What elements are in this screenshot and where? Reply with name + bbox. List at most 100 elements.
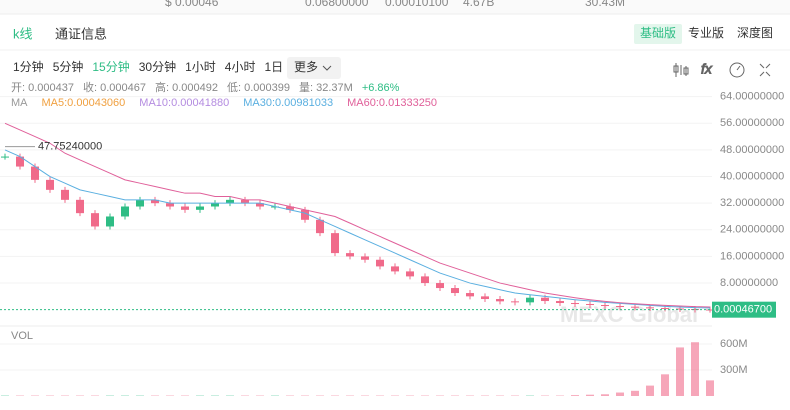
- tab[interactable]: k线: [13, 26, 33, 41]
- volume-bar: [571, 395, 579, 396]
- candle-body: [481, 296, 489, 300]
- candle-body: [316, 219, 324, 234]
- candle-body: [211, 203, 219, 207]
- volume-bar: [616, 392, 624, 396]
- candle-body: [106, 216, 114, 227]
- volume-bar: [586, 394, 594, 396]
- volume-bar: [691, 342, 699, 396]
- view-toggle[interactable]: 基础版: [640, 26, 676, 40]
- y-tick-label: 56.00000000: [720, 117, 784, 129]
- y-tick-label: 48.00000000: [720, 144, 784, 156]
- last-price-box: [712, 301, 776, 318]
- candle-body: [391, 266, 399, 272]
- toolbar-icons[interactable]: fx: [673, 60, 771, 78]
- candle-body: [586, 304, 594, 306]
- candle-body: [571, 303, 579, 305]
- candle-body: [526, 297, 534, 303]
- candle-body: [1, 156, 9, 158]
- interval-button[interactable]: 1日: [264, 60, 283, 74]
- y-tick-label: 32.00000000: [720, 197, 784, 209]
- candle-body: [136, 199, 144, 207]
- ohlc-info: 高: 0.000492: [155, 80, 218, 94]
- candle-body: [256, 203, 264, 207]
- market-stat: 0.00010100: [385, 0, 449, 9]
- candle-body: [331, 233, 339, 254]
- market-stat: 30.43M: [585, 0, 625, 9]
- candle-body: [226, 199, 234, 204]
- view-toggle[interactable]: 专业版: [688, 25, 724, 40]
- market-stat: 0.06800000: [305, 0, 369, 9]
- ohlc-info: 收: 0.000467: [83, 80, 146, 94]
- volume-bar: [676, 347, 684, 396]
- candle-body: [541, 297, 549, 302]
- more-button-label[interactable]: 更多: [294, 60, 318, 74]
- market-stat: $ 0.00046: [165, 0, 219, 9]
- candle-body: [421, 276, 429, 284]
- ma-line: [4, 149, 711, 309]
- candle-body: [691, 309, 699, 311]
- ohlc-info: 量: 32.37M: [299, 81, 353, 94]
- candle-body: [406, 271, 414, 277]
- candle-body: [511, 301, 519, 303]
- candle-body: [376, 259, 384, 267]
- interval-button[interactable]: 15分钟: [92, 59, 129, 74]
- interval-button[interactable]: 1小时: [185, 60, 216, 74]
- candle-body: [181, 206, 189, 210]
- candle-body: [241, 199, 249, 204]
- candle-body: [121, 206, 129, 217]
- max-annotation: 47.75240000: [38, 140, 102, 152]
- svg-text:fx: fx: [701, 61, 713, 77]
- ma-legend: MA5:0.00043060: [42, 97, 126, 109]
- view-toggle[interactable]: 深度图: [737, 25, 773, 40]
- candle-body: [61, 189, 69, 200]
- interval-button[interactable]: 1分钟: [13, 59, 44, 74]
- ma-legend: MA10:0.00041880: [139, 97, 229, 109]
- ma-legend: MA60:0.01333250: [347, 97, 437, 109]
- volume-bar: [601, 394, 609, 396]
- interval-button[interactable]: 5分钟: [53, 59, 84, 74]
- candle-body: [91, 213, 99, 227]
- candle-body: [616, 306, 624, 308]
- ohlc-info: 低: 0.000399: [227, 81, 290, 94]
- candle-body: [46, 179, 54, 190]
- candle-body: [466, 293, 474, 297]
- candle-body: [631, 306, 639, 308]
- candle-body: [166, 203, 174, 207]
- candle-body: [661, 308, 669, 310]
- dropdown-caret: [322, 65, 332, 71]
- vol-tick-label: 300M: [720, 364, 748, 376]
- active-view-bg: [634, 24, 682, 44]
- candle-body: [361, 256, 369, 260]
- candle-body: [496, 299, 504, 302]
- candle-body: [451, 288, 459, 294]
- candle-body: [601, 305, 609, 307]
- y-tick-label: 40.00000000: [720, 170, 784, 182]
- candle-body: [31, 166, 39, 180]
- candle-body: [286, 206, 294, 210]
- interval-button[interactable]: 4小时: [225, 60, 256, 74]
- y-tick-label: 24.00000000: [720, 224, 784, 236]
- y-tick-label: 64.00000000: [720, 91, 784, 103]
- price-change: +6.86%: [362, 82, 400, 94]
- candle-body: [16, 156, 24, 167]
- tab[interactable]: 通证信息: [55, 26, 107, 41]
- last-price-label: 0.00046700: [714, 304, 772, 316]
- candle-body: [196, 206, 204, 210]
- volume-bar: [661, 374, 669, 396]
- candle-body: [151, 199, 159, 204]
- candle-body: [436, 283, 444, 289]
- candle-body: [346, 253, 354, 257]
- top-strip-bg: [0, 0, 790, 14]
- y-tick-label: 16.00000000: [720, 250, 784, 262]
- more-button-bg[interactable]: [287, 57, 341, 79]
- ma-legend: MA: [11, 97, 28, 109]
- vol-tick-label: 600M: [720, 338, 748, 350]
- interval-button[interactable]: 30分钟: [139, 59, 176, 74]
- volume-bar: [646, 385, 654, 396]
- candle-body: [676, 308, 684, 310]
- ma-legend: MA30:0.00981033: [243, 97, 333, 109]
- volume-bar: [631, 390, 639, 396]
- market-stat: 4.67B: [463, 0, 494, 9]
- candle-body: [646, 307, 654, 309]
